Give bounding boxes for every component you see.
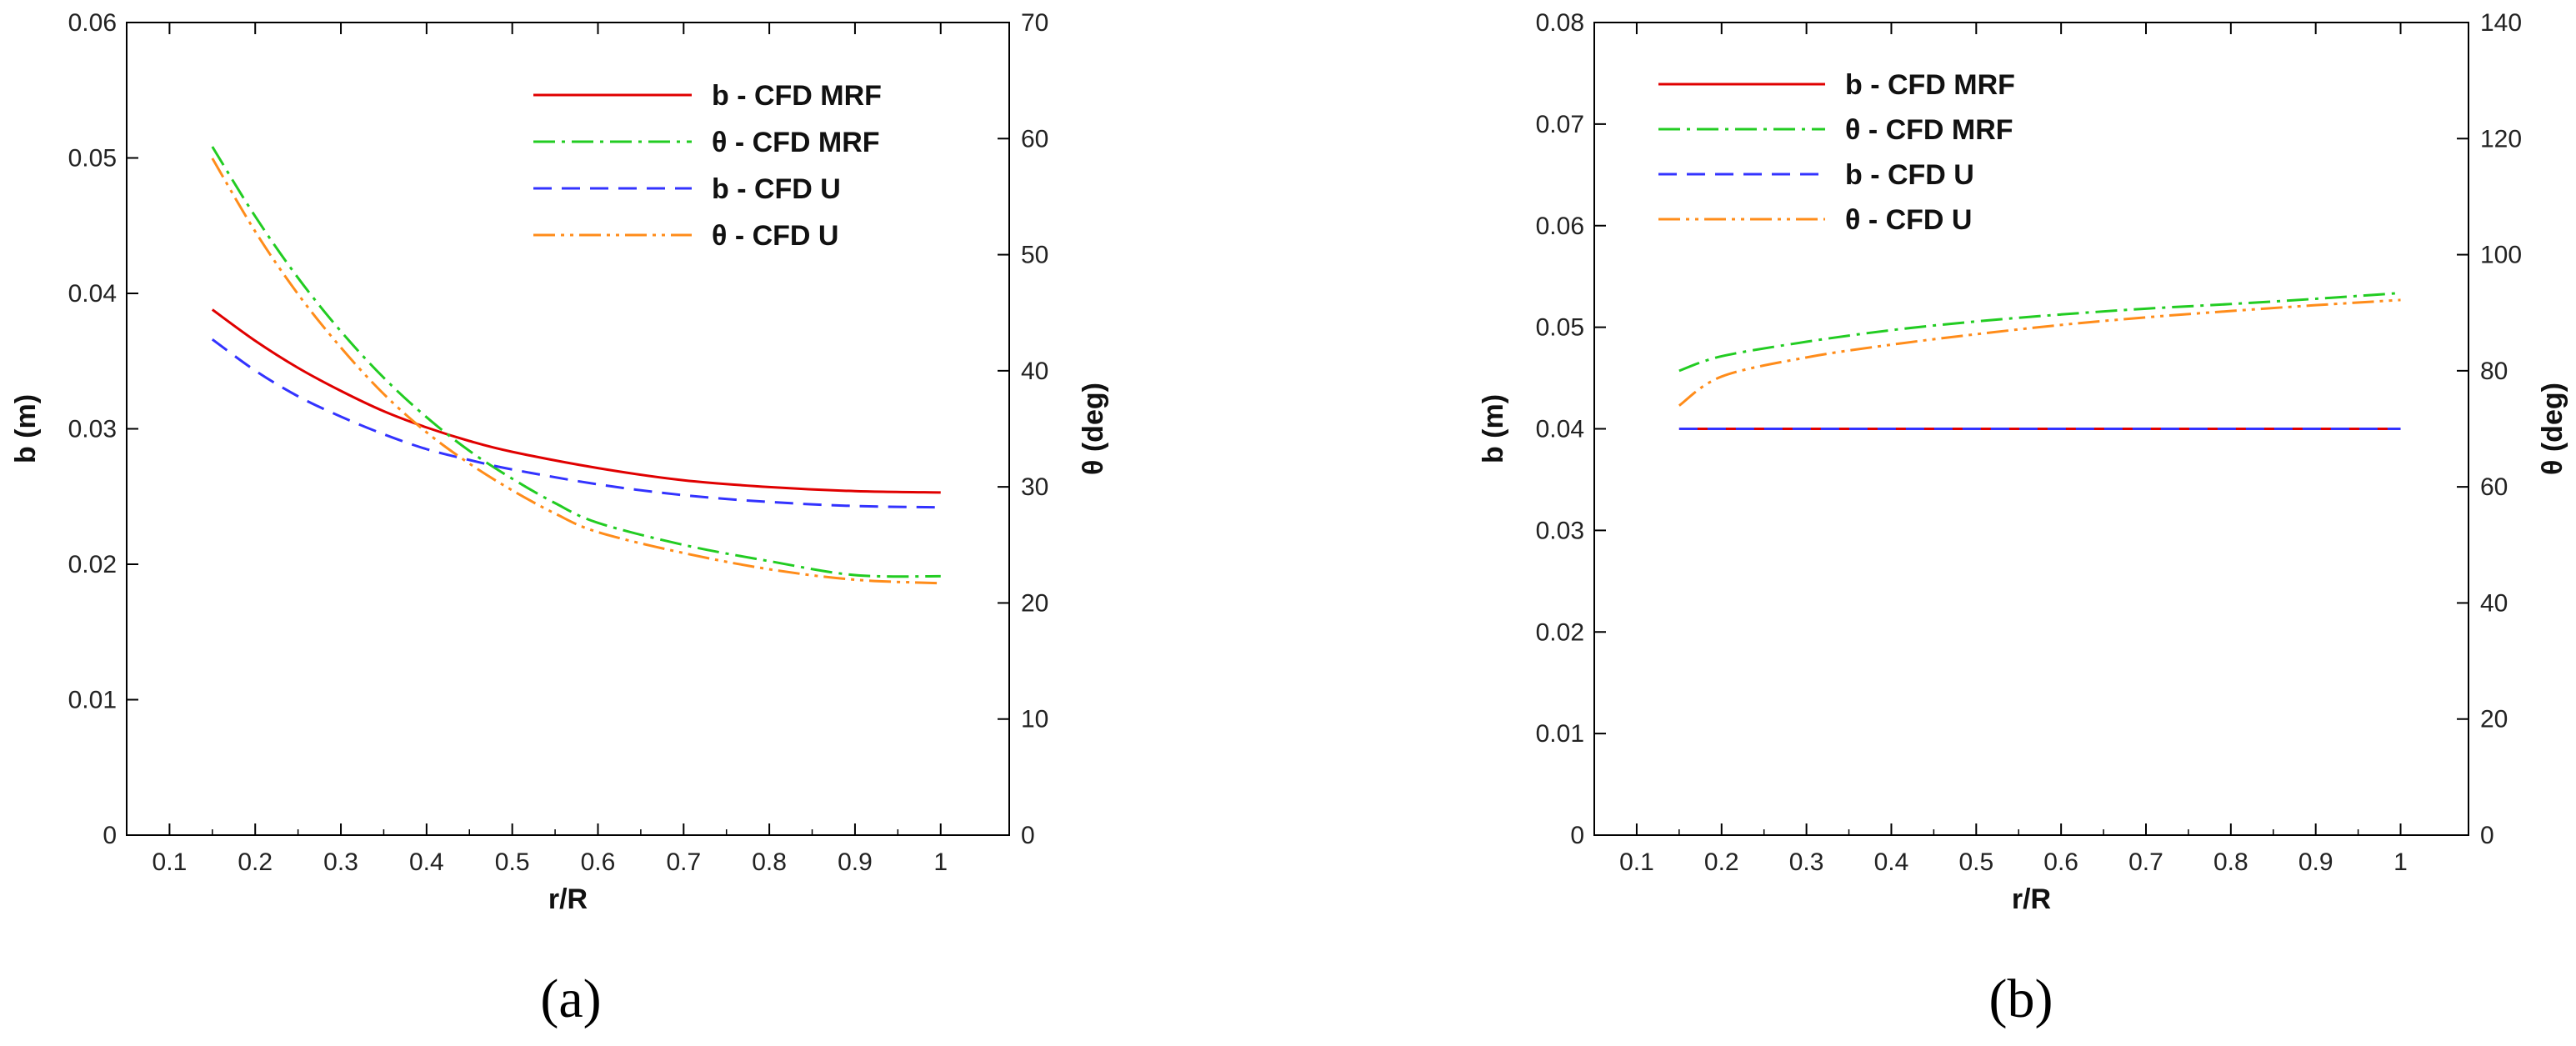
y-left-tick-label: 0: [1570, 822, 1584, 849]
panel-label: (b): [1989, 968, 2053, 1029]
series-line-1: [211, 146, 941, 578]
y-right-tick-label: 50: [1021, 242, 1048, 269]
y-right-axis-title: θ (deg): [2537, 383, 2568, 475]
y-right-tick-label: 20: [2480, 706, 2508, 733]
panel-b: 0.1 0.2 0.3 0.4 0.5 0.6 0.7 0.8 0.9 1 0 0.01 0.02 0.0…: [1478, 9, 2568, 1029]
x-tick-label: 0.6: [2043, 848, 2078, 876]
legend-label-1: θ - CFD MRF: [712, 127, 880, 158]
x-tick-label: 0.7: [666, 848, 701, 876]
legend-label-2: b - CFD U: [712, 173, 841, 205]
y-left-tick-label: 0: [103, 822, 117, 849]
y-left-tick-label: 0.04: [1536, 416, 1584, 443]
y-right-tick-label: 0: [1021, 822, 1035, 849]
y-left-tick-label: 0.06: [1536, 213, 1584, 240]
y-left-tick-label: 0.06: [68, 9, 117, 37]
panel-label: (a): [540, 968, 601, 1029]
series-line-3: [211, 158, 941, 585]
y-left-tick-label: 0.08: [1536, 9, 1584, 37]
x-tick-label: 0.4: [1874, 848, 1909, 876]
x-tick-label: 0.9: [838, 848, 873, 876]
x-tick-label: 1: [933, 848, 948, 876]
x-tick-label: 0.2: [238, 848, 273, 876]
y-left-axis-title: b (m): [1478, 394, 1509, 463]
legend-label-3: θ - CFD U: [712, 220, 838, 252]
y-left-tick-label: 0.04: [68, 280, 117, 308]
y-left-tick-label: 0.03: [1536, 517, 1584, 544]
y-left-tick-label: 0.02: [1536, 618, 1584, 646]
legend-label-0: b - CFD MRF: [1845, 69, 2015, 101]
x-tick-label: 0.8: [2213, 848, 2248, 876]
y-right-axis-title: θ (deg): [1078, 383, 1109, 475]
x-tick-label: 0.9: [2298, 848, 2333, 876]
legend-label-0: b - CFD MRF: [712, 80, 882, 112]
x-tick-label: 0.1: [153, 848, 188, 876]
x-axis-title: r/R: [548, 883, 588, 915]
y-right-tick-label: 10: [1021, 706, 1048, 733]
y-left-tick-label: 0.01: [1536, 720, 1584, 748]
series-line-0: [211, 308, 941, 494]
x-tick-label: 1: [2393, 848, 2408, 876]
x-tick-label: 0.5: [1958, 848, 1993, 876]
x-tick-label: 0.5: [495, 848, 530, 876]
y-right-tick-label: 40: [2480, 589, 2508, 617]
y-left-tick-label: 0.03: [68, 416, 117, 443]
y-right-tick-label: 140: [2480, 9, 2522, 37]
y-right-tick-label: 70: [1021, 9, 1048, 37]
y-right-tick-label: 20: [1021, 589, 1048, 617]
series-line-1: [1678, 292, 2401, 373]
y-right-tick-label: 80: [2480, 358, 2508, 385]
x-tick-label: 0.3: [323, 848, 358, 876]
x-tick-label: 0.6: [581, 848, 616, 876]
y-right-tick-label: 100: [2480, 242, 2522, 269]
x-tick-label: 0.2: [1704, 848, 1739, 876]
y-right-tick-label: 0: [2480, 822, 2494, 849]
legend-label-3: θ - CFD U: [1845, 204, 1972, 236]
y-right-tick-label: 60: [2480, 473, 2508, 501]
x-tick-label: 0.4: [409, 848, 444, 876]
x-tick-label: 0.1: [1619, 848, 1654, 876]
y-right-tick-label: 30: [1021, 473, 1048, 501]
legend-label-1: θ - CFD MRF: [1845, 114, 2013, 146]
x-tick-label: 0.8: [752, 848, 787, 876]
y-right-tick-label: 120: [2480, 125, 2522, 153]
y-left-tick-label: 0.07: [1536, 111, 1584, 138]
legend-label-2: b - CFD U: [1845, 159, 1974, 191]
series-line-3: [1678, 298, 2401, 407]
y-left-tick-label: 0.01: [68, 687, 117, 714]
y-right-tick-label: 40: [1021, 358, 1048, 385]
y-left-axis-title: b (m): [10, 394, 42, 463]
y-left-tick-label: 0.05: [68, 145, 117, 173]
y-right-tick-label: 60: [1021, 125, 1048, 153]
x-tick-label: 0.7: [2128, 848, 2163, 876]
series-line-2: [211, 338, 941, 509]
panel-a: 0.1 0.2 0.3 0.4 0.5 0.6 0.7 0.8 0.9 100.010.020.0…: [10, 9, 1109, 1029]
x-axis-title: r/R: [2012, 883, 2051, 915]
y-left-tick-label: 0.02: [68, 551, 117, 578]
x-tick-label: 0.3: [1789, 848, 1824, 876]
y-left-tick-label: 0.05: [1536, 314, 1584, 342]
